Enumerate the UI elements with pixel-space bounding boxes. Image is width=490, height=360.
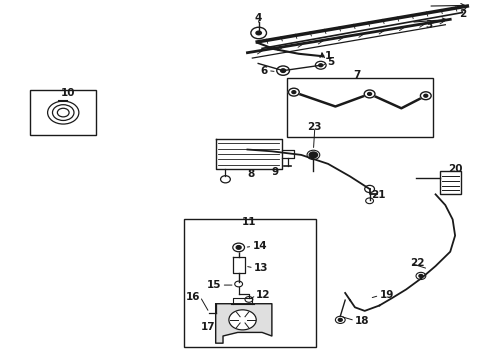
Text: 4: 4 [255,13,262,23]
Text: 7: 7 [353,70,361,80]
Circle shape [419,274,423,277]
Text: 11: 11 [242,217,256,227]
Circle shape [364,90,375,98]
Text: 6: 6 [261,66,268,76]
Circle shape [319,64,323,67]
Text: 8: 8 [248,168,255,179]
Circle shape [229,310,256,330]
Text: 17: 17 [201,322,216,332]
Text: 3: 3 [426,20,433,30]
Text: 14: 14 [252,241,267,251]
Text: 16: 16 [186,292,200,302]
Circle shape [368,93,371,95]
Bar [441,171,461,194]
Bar [287,78,433,137]
Text: 10: 10 [61,88,75,98]
Polygon shape [216,304,272,343]
Circle shape [309,151,318,158]
Text: 18: 18 [355,316,369,325]
Circle shape [281,69,286,72]
Text: 5: 5 [327,57,334,67]
Bar [184,220,316,347]
Text: 1: 1 [325,51,332,61]
Text: 21: 21 [371,190,386,200]
Circle shape [289,88,299,96]
Circle shape [292,91,296,94]
Circle shape [236,246,241,249]
Text: 2: 2 [459,9,466,19]
Text: 13: 13 [254,263,269,273]
Text: 12: 12 [256,291,271,301]
Text: 15: 15 [207,280,221,290]
Text: 23: 23 [308,122,322,132]
Circle shape [420,92,431,100]
Text: 20: 20 [448,163,462,174]
Bar [30,90,96,135]
Circle shape [255,31,262,36]
Text: 19: 19 [379,291,394,301]
Circle shape [233,243,245,252]
Text: 9: 9 [272,167,279,177]
Circle shape [424,94,428,97]
Text: 22: 22 [410,258,425,268]
Circle shape [338,319,342,321]
